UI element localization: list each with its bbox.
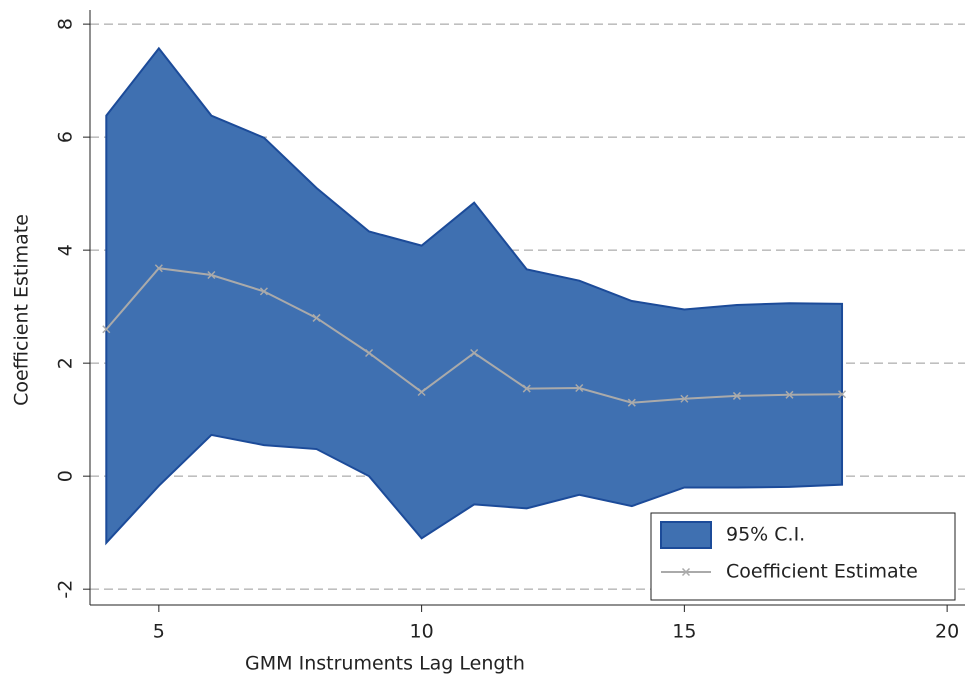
x-axis-label: GMM Instruments Lag Length [245, 653, 525, 675]
marker [207, 270, 216, 280]
x-tick-label: 10 [410, 621, 434, 643]
marker [312, 313, 321, 322]
marker [102, 325, 111, 334]
marker [417, 387, 426, 397]
marker [680, 394, 689, 403]
y-tick-label: 0 [55, 470, 77, 482]
legend-label: Coefficient Estimate [726, 561, 918, 583]
marker [259, 287, 268, 296]
marker [785, 390, 794, 399]
x-tick-label: 20 [935, 621, 959, 643]
y-tick-label: 6 [55, 131, 77, 143]
legend-marker [681, 567, 691, 577]
y-tick-label: 8 [55, 18, 77, 30]
legend-swatch [660, 521, 712, 549]
marker [837, 390, 847, 399]
y-tick-label: 4 [55, 244, 77, 256]
y-axis-label: Coefficient Estimate [11, 214, 33, 406]
marker [154, 264, 163, 273]
marker [365, 348, 374, 358]
marker [522, 384, 531, 393]
marker [732, 391, 741, 400]
marker [575, 383, 584, 393]
marker [627, 398, 636, 407]
y-tick-label: 2 [55, 357, 77, 369]
x-tick-label: 5 [153, 621, 165, 643]
y-tick-label: -2 [55, 580, 77, 599]
ci-band [105, 46, 844, 546]
marker [470, 348, 479, 358]
x-tick-label: 15 [672, 621, 696, 643]
legend: 95% C.I. Coefficient Estimate [650, 512, 956, 601]
legend-label: 95% C.I. [726, 524, 805, 546]
